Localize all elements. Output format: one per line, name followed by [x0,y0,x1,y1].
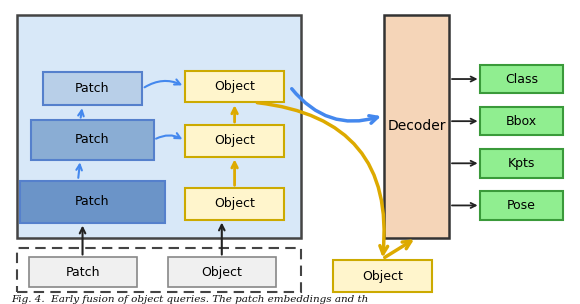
FancyBboxPatch shape [480,149,563,178]
Text: Fig. 4.  Early fusion of object queries. The patch embeddings and th: Fig. 4. Early fusion of object queries. … [12,295,369,304]
Text: Object: Object [362,270,403,283]
Text: Patch: Patch [75,133,110,147]
FancyBboxPatch shape [185,125,284,157]
Text: Kpts: Kpts [508,157,535,170]
FancyBboxPatch shape [17,15,302,238]
FancyBboxPatch shape [480,65,563,93]
FancyBboxPatch shape [480,191,563,220]
Text: Patch: Patch [75,195,110,208]
FancyBboxPatch shape [480,107,563,136]
Text: Patch: Patch [75,82,110,95]
Text: Object: Object [214,197,255,210]
FancyBboxPatch shape [31,120,154,160]
Text: Decoder: Decoder [387,119,445,133]
Text: Pose: Pose [507,199,536,212]
Text: Class: Class [505,73,538,85]
FancyBboxPatch shape [20,181,165,223]
FancyBboxPatch shape [185,71,284,102]
FancyBboxPatch shape [185,188,284,220]
FancyBboxPatch shape [43,72,142,105]
FancyBboxPatch shape [333,260,432,292]
Text: Bbox: Bbox [506,115,537,128]
FancyBboxPatch shape [28,257,136,288]
Text: Object: Object [214,80,255,93]
Text: Object: Object [201,266,242,279]
FancyBboxPatch shape [168,257,276,288]
FancyBboxPatch shape [384,15,449,238]
Text: Object: Object [214,134,255,147]
Text: Patch: Patch [66,266,100,279]
